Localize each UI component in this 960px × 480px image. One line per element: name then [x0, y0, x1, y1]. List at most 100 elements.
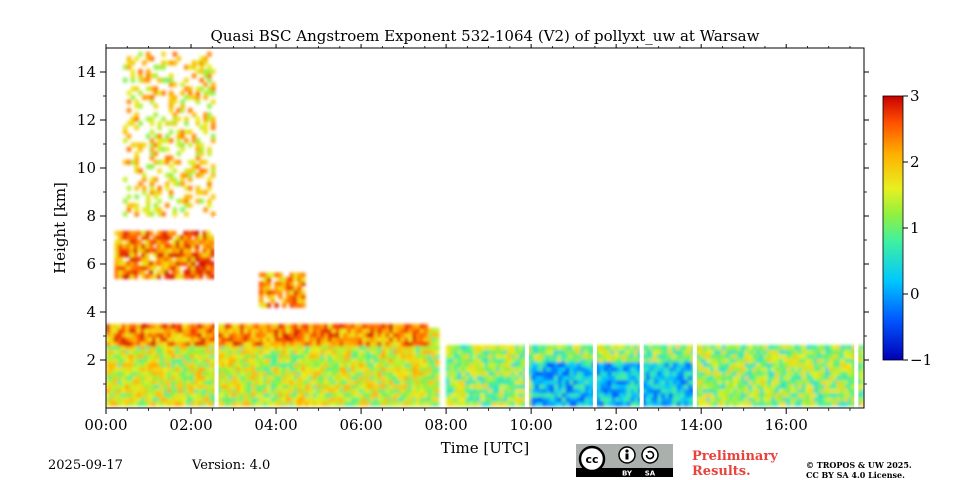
heat-cell [191, 269, 196, 275]
heat-cell [247, 371, 252, 376]
heat-cell [316, 332, 321, 338]
heat-cell [782, 379, 788, 385]
heat-cell [492, 397, 497, 402]
heat-cell [511, 353, 516, 359]
heat-cell [449, 353, 455, 359]
heat-cell [611, 366, 616, 372]
heat-cell [140, 397, 145, 402]
heat-cell [178, 353, 184, 359]
heat-cell [580, 384, 586, 389]
heat-cell [293, 392, 298, 398]
heat-cell [611, 401, 616, 407]
heat-cell [404, 341, 409, 347]
heat-cell [209, 384, 214, 389]
heat-cell [396, 401, 402, 407]
heat-cell [684, 388, 689, 394]
heat-cell [775, 371, 780, 376]
heat-cell [159, 358, 164, 363]
heat-cell [259, 341, 264, 347]
heat-cell [175, 256, 181, 262]
heat-cell [607, 392, 612, 398]
heat-cell [423, 353, 428, 359]
heat-cell [542, 362, 547, 368]
heat-cell [748, 384, 753, 389]
heat-cell [503, 353, 508, 359]
heat-cell [239, 345, 245, 350]
heat-cell [684, 371, 689, 376]
heat-cell [385, 337, 390, 342]
heat-cell [142, 60, 147, 66]
heat-cell [435, 401, 440, 407]
heat-cell [118, 274, 123, 279]
heat-cell [133, 274, 138, 279]
heat-cell [106, 366, 111, 372]
heat-cell [488, 349, 493, 355]
heat-cell [156, 261, 161, 266]
heat-cell [151, 384, 157, 389]
heat-cell [274, 332, 279, 338]
heat-cell [813, 379, 818, 385]
heat-cell [817, 349, 822, 355]
heat-cell [408, 358, 413, 363]
heat-cell [733, 384, 738, 389]
heat-cell [671, 349, 677, 355]
heat-cell [782, 345, 788, 350]
heat-cell [188, 64, 193, 70]
heat-cell [415, 379, 421, 385]
heat-cell [206, 256, 211, 262]
heat-cell [308, 353, 314, 359]
heat-cell [607, 379, 612, 385]
heat-cell [629, 353, 635, 359]
heat-cell [293, 302, 298, 308]
heat-cell [767, 362, 772, 368]
heat-cell [232, 375, 237, 381]
heat-cell [228, 375, 233, 381]
heat-cell [415, 349, 421, 355]
heat-cell [561, 397, 567, 402]
heat-cell [859, 366, 864, 372]
heat-cell [163, 328, 168, 334]
heat-cell [293, 298, 298, 304]
heat-cell [188, 129, 193, 135]
heat-cell [149, 185, 155, 191]
heat-cell [565, 371, 570, 376]
heat-cell [453, 345, 459, 350]
heat-cell [756, 392, 761, 398]
heat-cell [518, 384, 524, 389]
heat-cell [476, 345, 482, 350]
heat-cell [736, 384, 742, 389]
heat-cell [168, 261, 173, 266]
heat-cell [821, 366, 826, 372]
heat-cell [278, 272, 283, 278]
heat-cell [717, 392, 723, 398]
heat-cell [297, 358, 302, 363]
heat-cell [274, 353, 279, 359]
heat-cell [199, 77, 204, 83]
heat-cell [167, 379, 172, 385]
heat-cell [161, 138, 166, 144]
heat-cell [259, 337, 264, 342]
heat-cell [668, 379, 674, 385]
heat-cell [117, 337, 122, 342]
heat-cell [698, 349, 703, 355]
heat-cell [335, 371, 340, 376]
heat-cell [431, 392, 436, 398]
heat-cell [247, 392, 252, 398]
heat-cell [155, 345, 161, 350]
heat-cell [206, 265, 211, 271]
heat-cell [113, 332, 119, 338]
heat-cell [480, 379, 485, 385]
heat-cell [615, 392, 620, 398]
heat-cell [239, 324, 245, 329]
heat-cell [461, 345, 466, 350]
heat-cell [167, 337, 172, 342]
heat-cell [672, 362, 678, 368]
heat-cell [209, 353, 214, 359]
heat-cell [282, 362, 287, 368]
heat-cell [308, 341, 314, 347]
heat-cell [168, 177, 174, 182]
heat-cell [495, 379, 501, 385]
heat-cell [721, 349, 726, 355]
heat-cell [175, 261, 181, 266]
